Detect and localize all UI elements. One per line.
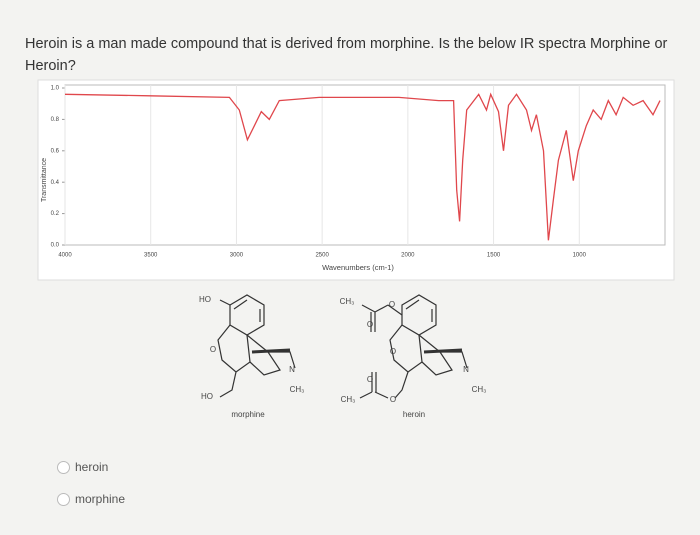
y-tick-label: 0.2 xyxy=(51,211,60,217)
morphine-skeleton xyxy=(217,294,296,398)
atom-label: O xyxy=(390,395,396,404)
x-tick-label: 3000 xyxy=(230,253,244,259)
option-label: morphine xyxy=(75,492,126,506)
atom-label: CH₃ xyxy=(341,395,356,404)
atom-label: O xyxy=(367,375,373,384)
atom-label: CH₃ xyxy=(472,385,487,394)
y-tick-label: 0.6 xyxy=(51,148,60,154)
atom-label: O xyxy=(367,320,373,329)
atom-label: O xyxy=(210,345,216,354)
x-tick-label: 4000 xyxy=(58,253,72,259)
atom-label: CH₃ xyxy=(340,297,355,306)
x-tick-label: 2500 xyxy=(315,253,329,259)
y-tick-label: 0.0 xyxy=(51,243,60,249)
y-tick-label: 1.0 xyxy=(51,86,60,92)
chart-frame xyxy=(37,79,675,281)
x-axis-label: Wavenumbers (cm-1) xyxy=(322,263,394,272)
structure-name: morphine xyxy=(231,410,265,419)
x-tick-label: 2000 xyxy=(401,253,415,259)
radio[interactable] xyxy=(57,492,70,506)
spectrum-line xyxy=(64,92,661,241)
option-morphine[interactable]: morphine xyxy=(57,492,125,506)
atom-label: O xyxy=(390,347,396,356)
x-tick-label: 1500 xyxy=(487,253,501,259)
atom-label: HO xyxy=(201,392,213,401)
heroin-skeleton xyxy=(359,294,468,399)
atom-label: N xyxy=(289,365,295,374)
y-tick-label: 0.8 xyxy=(51,117,60,123)
structure-name: heroin xyxy=(403,410,425,419)
y-axis-label: Transmittance xyxy=(41,158,48,202)
option-label: heroin xyxy=(75,460,109,474)
atom-label: HO xyxy=(199,295,211,304)
y-tick-label: 0.4 xyxy=(51,180,60,186)
x-tick-label: 3500 xyxy=(144,253,158,259)
x-tick-label: 1000 xyxy=(573,253,587,259)
question: Heroin is a man made compound that is de… xyxy=(25,36,668,74)
atom-label: N xyxy=(463,365,469,374)
radio[interactable] xyxy=(57,460,70,474)
atom-label: CH₃ xyxy=(290,385,305,394)
atom-label: O xyxy=(389,300,395,309)
option-heroin[interactable]: heroin xyxy=(57,460,108,474)
